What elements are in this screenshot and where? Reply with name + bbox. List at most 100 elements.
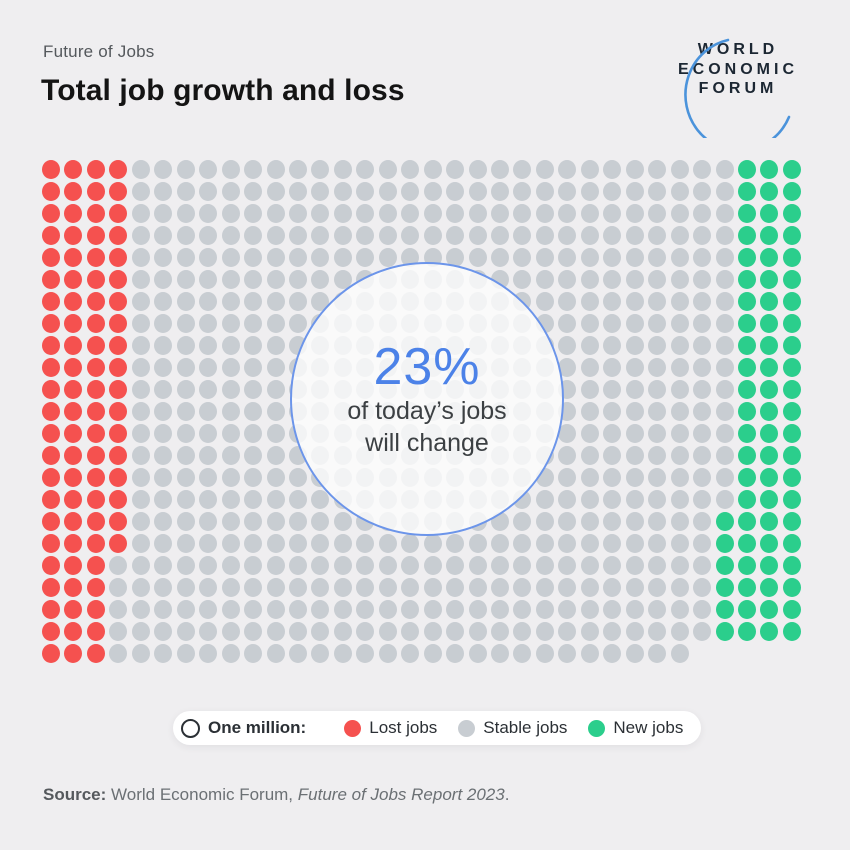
dot: [109, 226, 128, 245]
legend-item-new-label: New jobs: [613, 718, 684, 737]
dot: [603, 490, 622, 509]
dot: [378, 644, 397, 663]
dot: [782, 314, 801, 333]
dot: [782, 160, 801, 179]
dot: [715, 556, 734, 575]
dot: [491, 556, 509, 575]
dot: [446, 534, 465, 553]
callout-line1: of today’s jobs: [347, 397, 507, 425]
dot: [109, 490, 128, 509]
dot: [715, 578, 734, 597]
dot: [558, 248, 577, 267]
dot: [154, 160, 173, 179]
dot: [356, 248, 375, 267]
dot: [176, 314, 195, 333]
dot: [244, 314, 263, 333]
dot: [468, 622, 487, 641]
dot: [760, 534, 779, 553]
dot: [670, 358, 689, 377]
dot: [603, 204, 622, 223]
dot: [737, 204, 756, 223]
dot: [154, 380, 173, 399]
dot: [86, 182, 105, 201]
dot: [603, 534, 622, 553]
dot: [42, 248, 60, 267]
dot: [109, 336, 128, 355]
dot: [693, 204, 712, 223]
dot: [625, 534, 644, 553]
dot: [199, 512, 218, 531]
dot: [64, 600, 83, 619]
dot: [693, 226, 712, 245]
dot: [670, 534, 689, 553]
source-prefix: Source:: [43, 785, 107, 804]
dot: [154, 204, 173, 223]
dot: [64, 182, 83, 201]
dot: [648, 556, 667, 575]
dot: [423, 160, 442, 179]
dot: [86, 490, 105, 509]
legend-item-stable: Stable jobs: [458, 718, 567, 738]
dot: [670, 446, 689, 465]
dot: [558, 160, 577, 179]
dot: [42, 600, 60, 619]
dot: [221, 424, 240, 443]
dot: [603, 644, 622, 663]
lost-jobs-dot-icon: [344, 719, 362, 737]
dot: [199, 468, 218, 487]
dot: [670, 160, 689, 179]
dot: [625, 248, 644, 267]
dot: [737, 226, 756, 245]
dot: [737, 292, 756, 311]
dot: [468, 534, 487, 553]
dot: [760, 468, 779, 487]
dot: [131, 644, 150, 663]
dot: [266, 270, 285, 289]
dot: [693, 292, 712, 311]
dot: [693, 622, 712, 641]
dot: [693, 182, 712, 201]
dot: [782, 468, 801, 487]
dot: [86, 644, 105, 663]
dot: [625, 358, 644, 377]
dot: [356, 182, 375, 201]
dot: [715, 336, 734, 355]
dot: [423, 534, 442, 553]
dot: [580, 402, 599, 421]
dot: [693, 160, 712, 179]
dot: [670, 578, 689, 597]
dot: [288, 204, 307, 223]
dot: [221, 622, 240, 641]
dot: [603, 512, 622, 531]
dot: [782, 556, 801, 575]
dot: [64, 204, 83, 223]
dot: [782, 182, 801, 201]
dot: [154, 292, 173, 311]
dot: [603, 270, 622, 289]
dot: [266, 446, 285, 465]
dot: [513, 556, 532, 575]
dot: [333, 182, 352, 201]
dot: [715, 446, 734, 465]
dot: [109, 424, 128, 443]
dot: [648, 446, 667, 465]
dot: [199, 534, 218, 553]
dot: [401, 600, 420, 619]
dot: [423, 556, 442, 575]
dot: [625, 226, 644, 245]
dot: [760, 446, 779, 465]
dot: [580, 336, 599, 355]
dot: [42, 204, 60, 223]
dot: [154, 534, 173, 553]
dot: [311, 622, 330, 641]
dot: [670, 600, 689, 619]
dot: [109, 380, 128, 399]
dot: [648, 182, 667, 201]
dot: [64, 336, 83, 355]
dot: [648, 292, 667, 311]
dot: [715, 380, 734, 399]
dot: [64, 358, 83, 377]
dot: [558, 226, 577, 245]
dot: [760, 336, 779, 355]
dot: [760, 578, 779, 597]
